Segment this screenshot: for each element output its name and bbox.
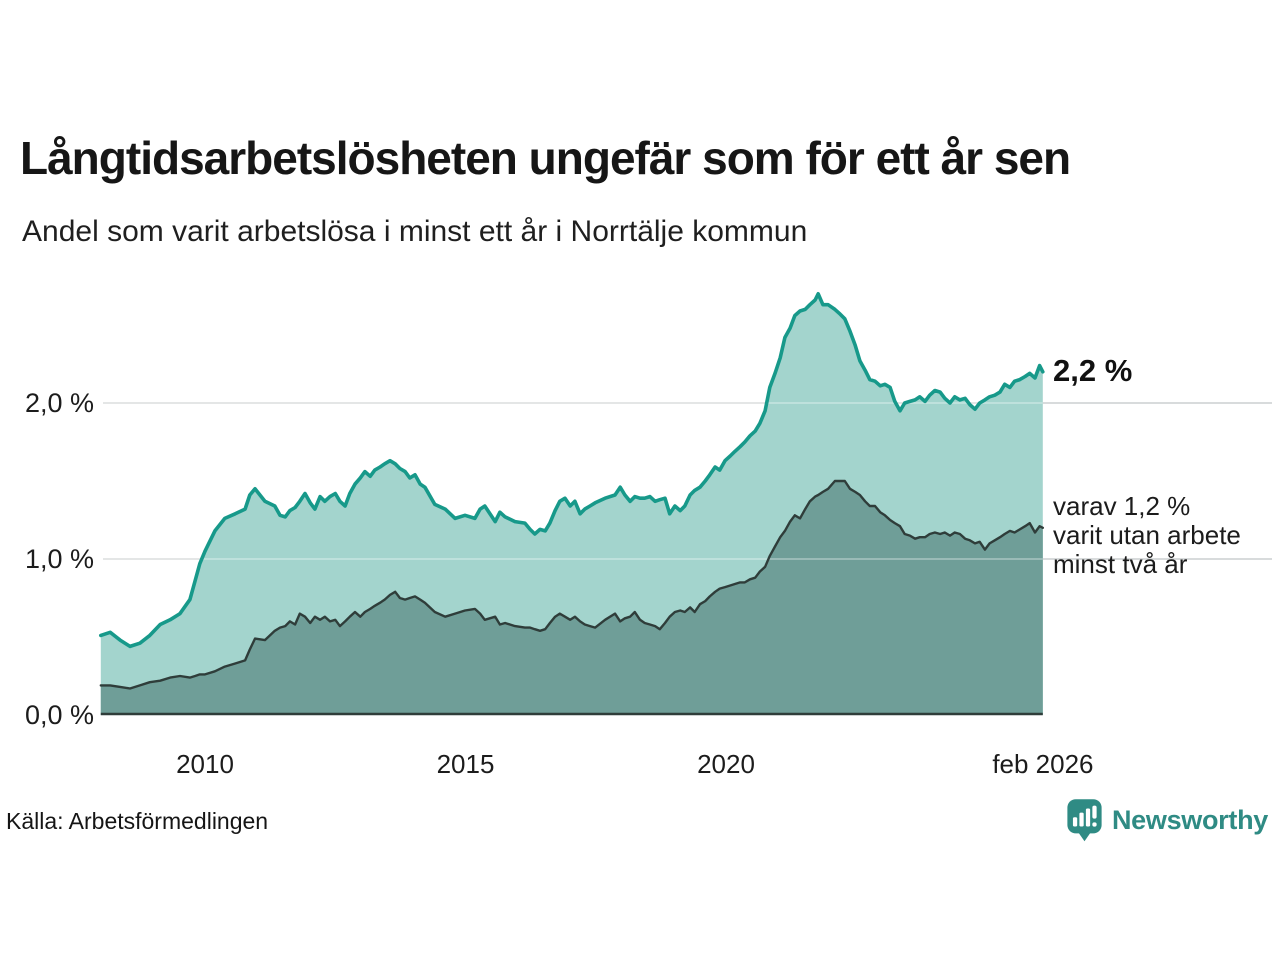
- x-tick-2015: 2015: [436, 749, 495, 779]
- secondary-series-label: varav 1,2 % varit utan arbete minst två …: [1053, 492, 1241, 579]
- page-title: Långtidsarbetslösheten ungefär som för e…: [20, 132, 1071, 184]
- gridline-overlay: [100, 402, 1043, 560]
- series-line-two-years: [99, 479, 1044, 690]
- series-line-one-year: [99, 292, 1045, 649]
- page-subtitle: Andel som varit arbetslösa i minst ett å…: [22, 215, 808, 248]
- brand-name: Newsworthy: [1111, 804, 1268, 835]
- end-value-label: 2,2 %: [1053, 352, 1133, 388]
- y-tick-1: 1,0 %: [24, 544, 94, 574]
- area-unemployed-two-years: [100, 481, 1043, 715]
- newsworthy-chart-bubble-icon: [1067, 799, 1102, 842]
- x-tick-2020: 2020: [697, 749, 755, 779]
- secondary-label-line-2: varit utan arbete: [1053, 520, 1241, 550]
- source-caption: Källa: Arbetsförmedlingen: [6, 808, 269, 834]
- secondary-label-line-1: varav 1,2 %: [1053, 491, 1191, 521]
- brand-logo: Newsworthy: [1066, 797, 1268, 843]
- y-tick-0: 0,0 %: [24, 700, 94, 730]
- x-tick-2010: 2010: [176, 749, 234, 779]
- x-tick-feb-2026: feb 2026: [992, 749, 1094, 779]
- secondary-label-line-3: minst två år: [1053, 549, 1188, 579]
- y-tick-2: 2,0 %: [24, 388, 94, 418]
